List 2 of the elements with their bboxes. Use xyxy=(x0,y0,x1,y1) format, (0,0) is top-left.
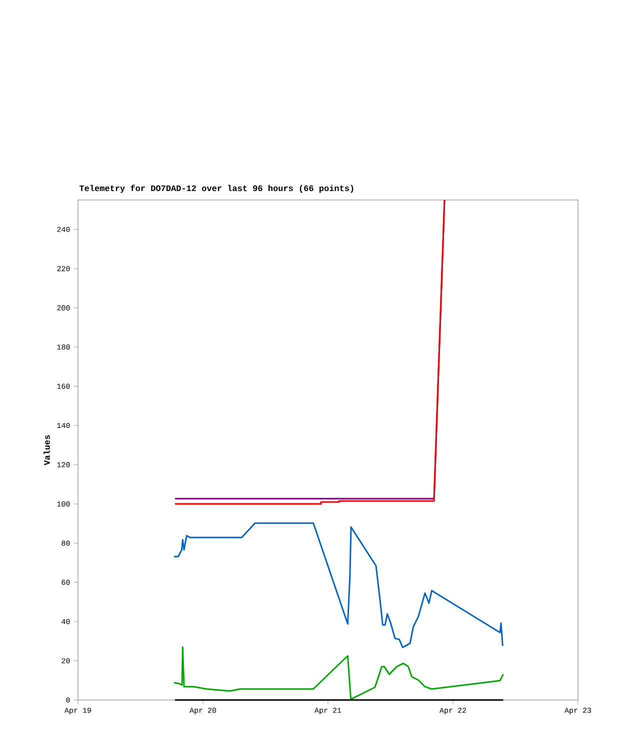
chart-title: Telemetry for DO7DAD-12 over last 96 hours (66 points) xyxy=(79,184,354,193)
y-axis-title: Values xyxy=(44,435,50,466)
